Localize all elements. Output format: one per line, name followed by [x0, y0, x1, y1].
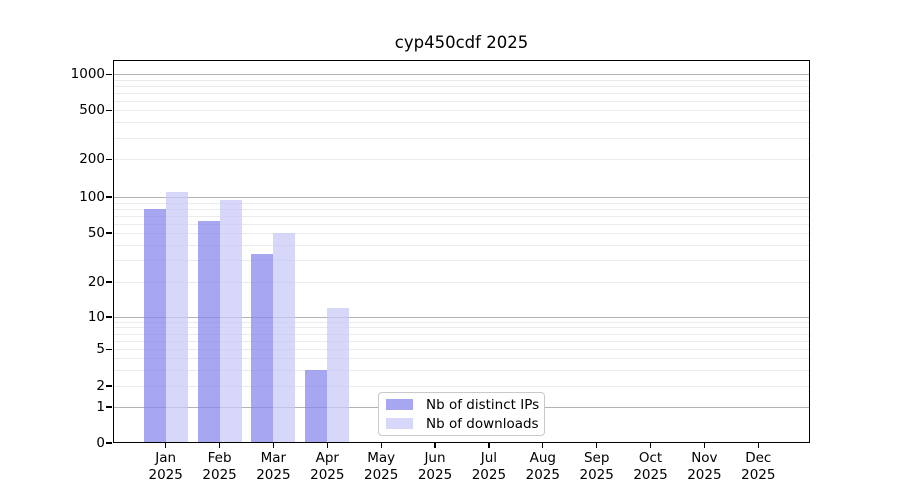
y-tick-mark [106, 406, 112, 408]
y-tick-label: 10 [87, 309, 105, 325]
gridline-minor [113, 79, 810, 81]
x-tick-label-may: May 2025 [364, 450, 399, 483]
gridline-major [113, 74, 810, 76]
y-tick-mark [106, 232, 112, 234]
gridline-minor [113, 92, 810, 94]
gridline-minor [113, 340, 810, 342]
x-tick-mark [326, 443, 328, 448]
bar-downloads-feb [219, 199, 242, 443]
legend-swatch-distinct-ips [386, 399, 413, 410]
y-tick-label: 5 [96, 341, 105, 358]
gridline-minor [113, 100, 810, 102]
x-tick-mark [218, 443, 221, 448]
bar-distinct-ips-jan [143, 208, 166, 443]
gridline-minor [113, 349, 810, 351]
gridline-minor [113, 245, 810, 247]
gridline-minor [113, 321, 810, 323]
gridline-minor [113, 358, 810, 360]
y-tick-label: 500 [79, 102, 105, 119]
y-tick-mark [106, 348, 112, 350]
bar-distinct-ips-apr [305, 369, 328, 443]
x-tick-label-feb: Feb 2025 [202, 450, 237, 483]
y-tick-label: 1 [96, 399, 105, 415]
gridline-minor [113, 385, 810, 387]
bar-distinct-ips-mar [251, 253, 274, 443]
x-tick-mark [380, 443, 382, 448]
x-tick-mark [596, 443, 598, 448]
bar-downloads-jan [165, 191, 188, 443]
x-tick-label-jun: Jun 2025 [417, 450, 453, 483]
x-tick-mark [272, 443, 275, 448]
y-tick-mark [106, 442, 112, 444]
gridline-minor [113, 282, 810, 284]
gridline-minor [113, 208, 810, 210]
y-tick-label: 50 [87, 225, 105, 242]
y-tick-mark [106, 109, 112, 111]
gridline-minor [113, 215, 810, 217]
y-tick-mark [106, 73, 112, 75]
gridline-minor [113, 260, 810, 262]
y-tick-label: 20 [87, 274, 105, 291]
x-tick-label-jan: Jan 2025 [148, 450, 183, 483]
x-tick-mark [703, 443, 706, 448]
y-tick-label: 200 [79, 151, 105, 168]
y-tick-label: 2 [96, 377, 105, 394]
bar-distinct-ips-feb [197, 221, 220, 443]
x-tick-mark [434, 443, 436, 448]
gridline-minor [113, 137, 810, 139]
gridline-major [113, 317, 810, 318]
y-tick-mark [106, 196, 112, 198]
x-tick-label-nov: Nov 2025 [687, 450, 722, 483]
legend-item-distinct-ips: Nb of distinct IPs [386, 397, 544, 413]
x-tick-label-jul: Jul 2025 [471, 450, 507, 483]
x-tick-label-dec: Dec 2025 [741, 450, 776, 483]
x-tick-label-sep: Sep 2025 [579, 450, 614, 483]
x-tick-mark [542, 443, 544, 448]
x-tick-mark [165, 443, 167, 448]
x-tick-label-mar: Mar 2025 [256, 450, 291, 483]
gridline-minor [113, 223, 810, 225]
x-tick-mark [757, 443, 759, 448]
y-tick-label: 1000 [70, 66, 105, 83]
gridline-minor [113, 85, 810, 87]
y-tick-mark [106, 158, 112, 160]
chart-title: cyp450cdf 2025 [394, 33, 529, 52]
gridline-minor [113, 122, 810, 124]
x-tick-label-aug: Aug 2025 [525, 450, 560, 483]
legend-item-downloads: Nb of downloads [386, 416, 544, 432]
legend-swatch-downloads [386, 418, 413, 429]
x-tick-label-apr: Apr 2025 [310, 450, 345, 483]
y-tick-label: 100 [79, 189, 105, 206]
y-tick-mark [106, 385, 112, 387]
gridline-minor [113, 333, 810, 335]
gridline-minor [113, 327, 810, 329]
bar-downloads-apr [327, 307, 350, 443]
legend-label-distinct-ips: Nb of distinct IPs [426, 396, 540, 413]
plot-area [113, 60, 810, 443]
legend: Nb of distinct IPs Nb of downloads [378, 392, 545, 436]
x-tick-mark [649, 443, 652, 448]
y-tick-mark [106, 316, 112, 318]
gridline-minor [113, 369, 810, 371]
gridline-minor [113, 110, 810, 112]
legend-label-downloads: Nb of downloads [426, 415, 539, 432]
y-tick-label: 0 [96, 435, 105, 451]
x-tick-label-oct: Oct 2025 [633, 450, 668, 483]
gridline-minor [113, 159, 810, 161]
gridline-minor [113, 233, 810, 235]
gridline-major [113, 197, 810, 199]
x-tick-mark [488, 443, 490, 448]
bar-downloads-mar [273, 233, 296, 443]
y-tick-mark [106, 281, 112, 283]
gridline-minor [113, 202, 810, 204]
